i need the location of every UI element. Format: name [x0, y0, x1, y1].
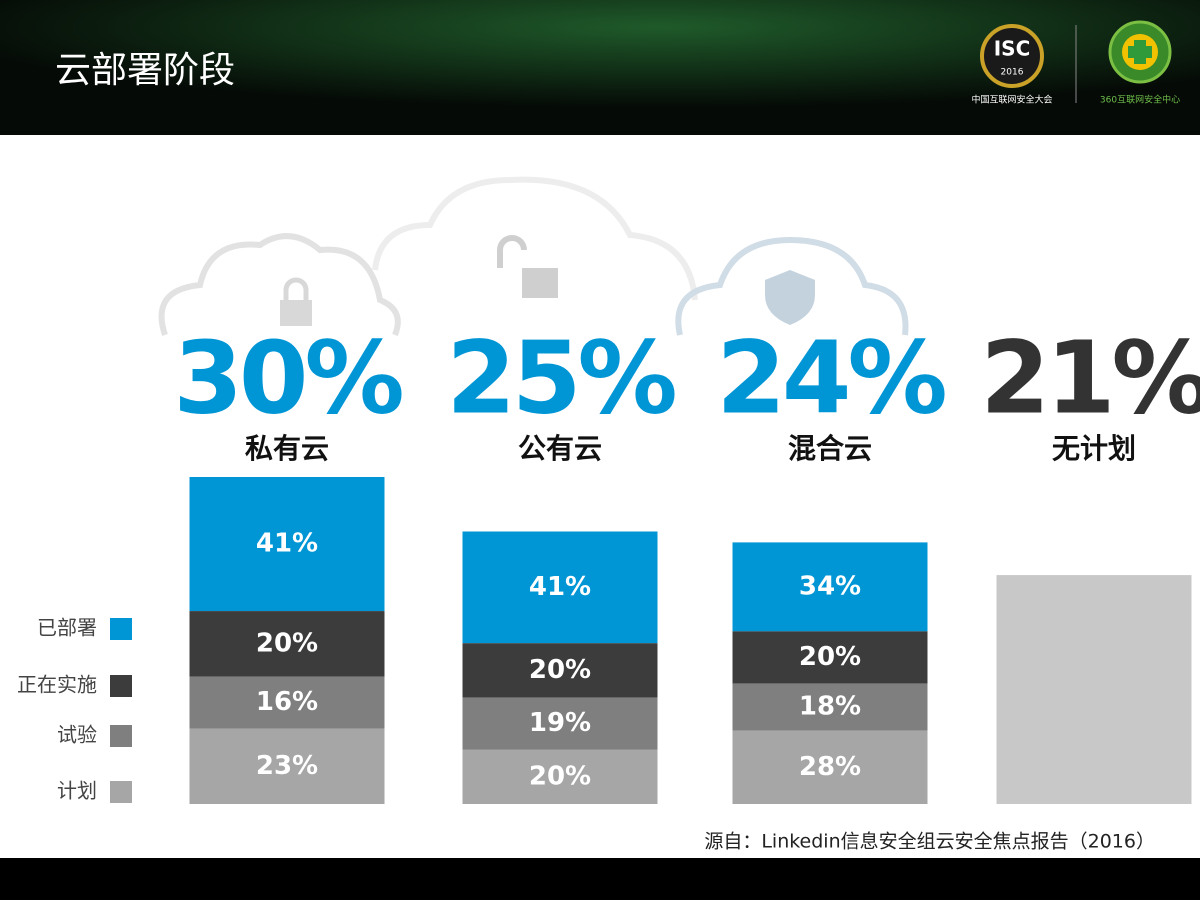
bar-segment: [462, 531, 658, 644]
legend-swatch: [110, 618, 132, 640]
segment-label: 20%: [256, 628, 318, 658]
legend-label: 试验: [57, 723, 97, 747]
headline-value: 24%: [716, 319, 945, 436]
bar-segment: [189, 728, 385, 804]
bar-segment: [462, 697, 658, 750]
legend-label: 已部署: [37, 616, 97, 640]
segment-label: 16%: [256, 687, 318, 717]
legend-swatch: [110, 781, 132, 803]
slide-title: 云部署阶段: [55, 50, 235, 91]
headline-value: 21%: [980, 319, 1200, 436]
bar-segment: [189, 611, 385, 677]
category-label: 私有云: [245, 432, 329, 465]
plain-bar: [996, 575, 1192, 804]
segment-label: 19%: [529, 708, 591, 738]
segment-label: 23%: [256, 751, 318, 781]
category-label: 无计划: [1052, 432, 1136, 465]
source-note: 源自：Linkedin信息安全组云安全焦点报告（2016）: [704, 831, 1155, 853]
legend-label: 正在实施: [17, 673, 97, 697]
category-label: 公有云: [518, 432, 602, 465]
isc-name: 中国互联网安全大会: [971, 94, 1052, 106]
footer-band: [0, 858, 1200, 900]
isc-logo: ISC 2016 中国互联网安全大会: [971, 24, 1053, 106]
org-name: 360互联网安全中心: [1100, 94, 1180, 106]
bar-segment: [189, 477, 385, 612]
legend-swatch: [110, 675, 132, 697]
segment-label: 34%: [799, 571, 861, 601]
isc-text: ISC: [994, 37, 1031, 61]
legend-label: 计划: [57, 779, 97, 803]
segment-label: 18%: [799, 692, 861, 722]
category-label: 混合云: [788, 432, 872, 465]
segment-label: 20%: [799, 642, 861, 672]
headline-value: 30%: [173, 319, 402, 436]
segment-label: 41%: [529, 572, 591, 602]
segment-label: 20%: [529, 761, 591, 791]
bar-segment: [462, 643, 658, 698]
isc-year: 2016: [1001, 68, 1024, 78]
headline-value: 25%: [446, 319, 675, 436]
bar-segment: [732, 542, 928, 632]
legend-swatch: [110, 725, 132, 747]
bar-segment: [732, 631, 928, 684]
bar-segment: [189, 676, 385, 729]
org-logo: 360互联网安全中心: [1100, 20, 1180, 106]
segment-label: 28%: [799, 752, 861, 782]
bar-segment: [732, 730, 928, 804]
bar-segment: [732, 683, 928, 731]
cloud-decorations: [158, 176, 909, 337]
segment-label: 41%: [256, 529, 318, 559]
segment-label: 20%: [529, 655, 591, 685]
bar-segment: [462, 749, 658, 804]
